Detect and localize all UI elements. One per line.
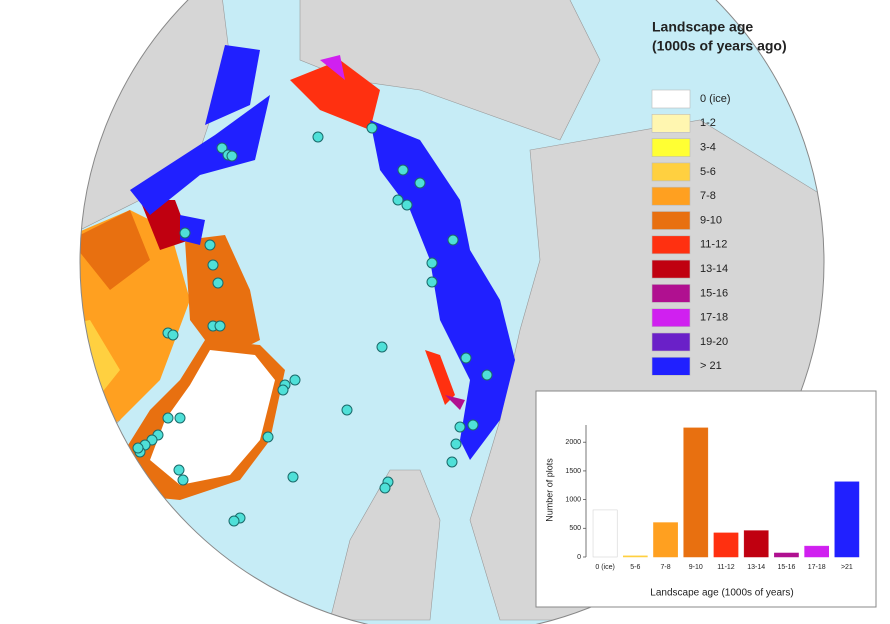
bar — [774, 552, 799, 558]
site-marker — [287, 471, 299, 483]
legend-label: 7-8 — [700, 190, 716, 202]
legend-swatch — [651, 89, 691, 109]
site-marker — [277, 384, 289, 396]
site-marker — [460, 352, 472, 364]
legend-label: 5-6 — [700, 166, 716, 178]
site-marker — [481, 369, 493, 381]
x-tick-label: 13-14 — [747, 564, 765, 571]
bar — [743, 530, 769, 558]
x-tick-label: 17-18 — [808, 564, 826, 571]
site-marker — [204, 239, 216, 251]
bar — [804, 545, 830, 558]
y-tick-label: 500 — [569, 525, 581, 532]
site-marker — [177, 474, 189, 486]
legend-swatch — [651, 162, 691, 182]
legend-swatch — [651, 211, 691, 230]
site-marker — [207, 259, 219, 271]
y-tick-label: 1000 — [565, 496, 581, 503]
site-markers — [132, 122, 493, 527]
inset-chart: Landscape age (1000s of years) Number of… — [544, 425, 860, 599]
legend-swatch — [651, 308, 691, 328]
y-tick-label: 1500 — [565, 468, 581, 475]
x-tick-label: 7-8 — [660, 564, 670, 571]
site-marker — [289, 374, 301, 386]
site-marker — [226, 150, 238, 162]
bar — [683, 427, 709, 558]
site-marker — [447, 234, 459, 246]
site-marker — [174, 412, 186, 424]
bar — [592, 509, 618, 558]
legend-title: (1000s of years ago) — [652, 38, 787, 54]
x-tick-label: 15-16 — [777, 564, 795, 571]
legend-swatch — [651, 259, 691, 279]
x-tick-label: >21 — [841, 564, 853, 571]
legend-swatch — [651, 114, 691, 133]
site-marker — [379, 482, 391, 494]
site-marker — [216, 142, 228, 154]
site-marker — [167, 329, 179, 341]
x-tick-label: 5-6 — [630, 564, 640, 571]
site-marker — [341, 404, 353, 416]
site-marker — [228, 515, 240, 527]
site-marker — [262, 431, 274, 443]
legend-label: 15-16 — [700, 287, 728, 299]
legend-swatch — [651, 332, 691, 352]
site-marker — [414, 177, 426, 189]
legend-label: 1-2 — [700, 117, 716, 129]
globe-outline — [79, 0, 825, 624]
site-marker — [450, 438, 462, 450]
legend-label: 0 (ice) — [700, 93, 731, 105]
legend-swatch — [651, 235, 691, 255]
site-marker — [397, 164, 409, 176]
site-marker — [376, 341, 388, 353]
y-tick-label: 0 — [577, 554, 581, 561]
site-marker — [312, 131, 324, 143]
legend-label: 19-20 — [700, 336, 728, 348]
legend-label: > 21 — [700, 360, 722, 372]
site-marker — [392, 194, 404, 206]
legend-label: 17-18 — [700, 312, 728, 324]
legend-label: 3-4 — [700, 142, 716, 154]
site-marker — [426, 276, 438, 288]
legend-label: 13-14 — [700, 263, 728, 275]
site-marker — [426, 257, 438, 269]
site-marker — [401, 199, 413, 211]
bar — [834, 481, 860, 558]
site-marker — [179, 227, 191, 239]
x-axis-label: Landscape age (1000s of years) — [650, 588, 793, 599]
x-tick-label: 0 (ice) — [595, 564, 614, 571]
legend-swatch — [651, 356, 691, 376]
bar — [622, 555, 648, 558]
site-marker — [454, 421, 466, 433]
site-marker — [162, 412, 174, 424]
x-tick-label: 9-10 — [689, 564, 703, 571]
legend-swatch — [651, 138, 691, 157]
legend-label: 11-12 — [700, 239, 727, 251]
bar — [713, 532, 739, 558]
site-marker — [467, 419, 479, 431]
y-axis-label: Number of plots — [544, 458, 554, 522]
legend: Landscape age (1000s of years ago) 0 (ic… — [651, 19, 787, 376]
site-marker — [173, 464, 185, 476]
site-marker — [446, 456, 458, 468]
site-marker — [212, 277, 224, 289]
site-marker — [366, 122, 378, 134]
site-marker — [132, 442, 144, 454]
y-tick-label: 2000 — [565, 439, 581, 446]
legend-swatch — [651, 186, 691, 206]
bar — [653, 522, 678, 558]
x-tick-label: 11-12 — [717, 564, 734, 571]
legend-swatch — [651, 284, 691, 303]
legend-title: Landscape age — [652, 19, 753, 35]
legend-label: 9-10 — [700, 214, 722, 226]
site-marker — [214, 320, 226, 332]
